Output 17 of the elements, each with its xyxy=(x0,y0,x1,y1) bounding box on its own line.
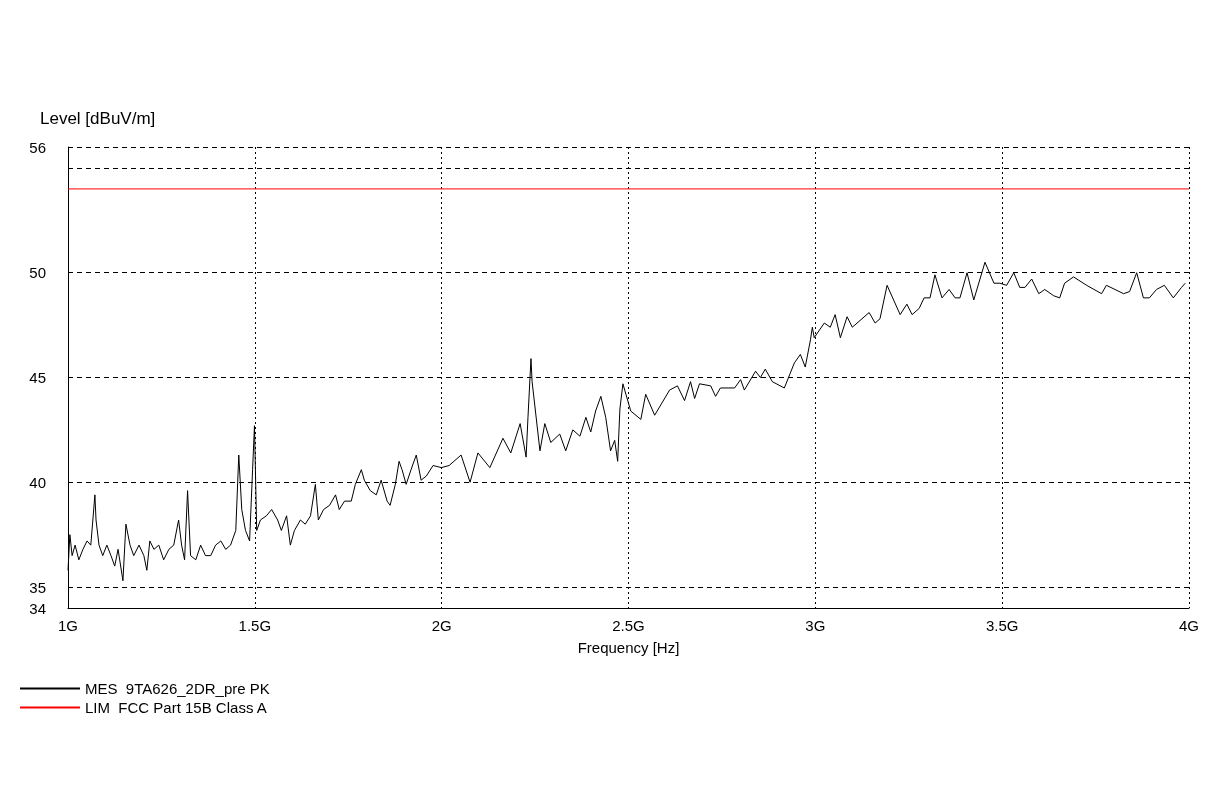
x-tick-label: 1G xyxy=(57,617,79,634)
y-tick-label: 45 xyxy=(29,369,46,386)
x-tick-label: 1.5G xyxy=(238,617,272,634)
x-tick-label: 2.5G xyxy=(612,617,645,634)
x-tick-label: 4G xyxy=(1178,617,1200,634)
y-tick-label: 56 xyxy=(29,138,46,156)
legend-label: MES 9TA626_2DR_pre PK xyxy=(85,680,270,697)
x-tick-label: 3.5G xyxy=(985,617,1019,634)
y-tick-label: 40 xyxy=(29,473,46,491)
y-tick-label: 34 xyxy=(29,599,46,617)
x-axis-title: Frequency [Hz] xyxy=(577,639,680,656)
x-tick-label: 2G xyxy=(431,617,452,634)
legend-label: LIM FCC Part 15B Class A xyxy=(85,699,267,716)
y-tick-label: 35 xyxy=(29,578,46,596)
y-axis-title: Level [dBuV/m] xyxy=(40,109,156,128)
x-tick-label: 3G xyxy=(805,617,826,634)
y-tick-label: 50 xyxy=(29,264,46,282)
